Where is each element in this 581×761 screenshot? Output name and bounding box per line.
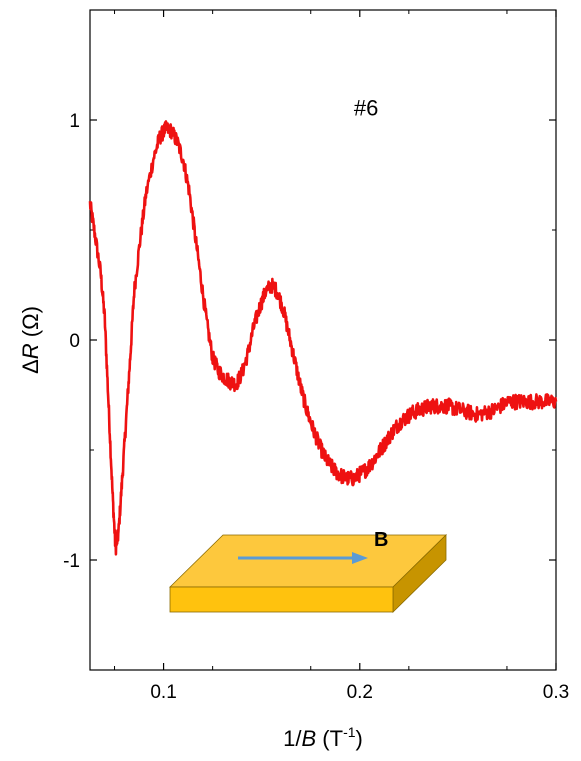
y-axis-title-unit: (Ω) xyxy=(18,306,43,343)
x-tick-label: 0.3 xyxy=(543,682,569,703)
x-axis-title-close: ) xyxy=(356,726,363,751)
field-label: B xyxy=(374,529,388,551)
y-tick-label: 1 xyxy=(69,111,80,132)
y-axis-title: ΔR (Ω) xyxy=(18,306,43,374)
y-tick-label: -1 xyxy=(63,551,80,572)
x-tick-label: 0.1 xyxy=(150,682,176,703)
field-arrow-head xyxy=(352,552,368,564)
sample-inset: B xyxy=(169,529,447,613)
y-tick-label: 0 xyxy=(69,331,80,352)
x-axis-title-var: B xyxy=(302,726,317,751)
tick-labels: 0.1 0.2 0.3 -1 0 1 xyxy=(63,111,569,703)
x-axis-title-unit: (T xyxy=(316,726,343,751)
x-axis-title-exp: -1 xyxy=(343,724,356,740)
y-axis-title-var: R xyxy=(18,343,43,359)
series-line-0 xyxy=(88,120,558,556)
x-axis-title-prefix: 1/ xyxy=(283,726,302,751)
tick-marks xyxy=(90,9,557,671)
x-axis-title: 1/B (T-1) xyxy=(283,724,363,751)
x-tick-label: 0.2 xyxy=(347,682,373,703)
slab-front-face xyxy=(169,586,394,613)
sample-annotation: #6 xyxy=(354,96,378,121)
y-axis-title-delta: Δ xyxy=(18,359,43,374)
series-group xyxy=(88,120,558,556)
